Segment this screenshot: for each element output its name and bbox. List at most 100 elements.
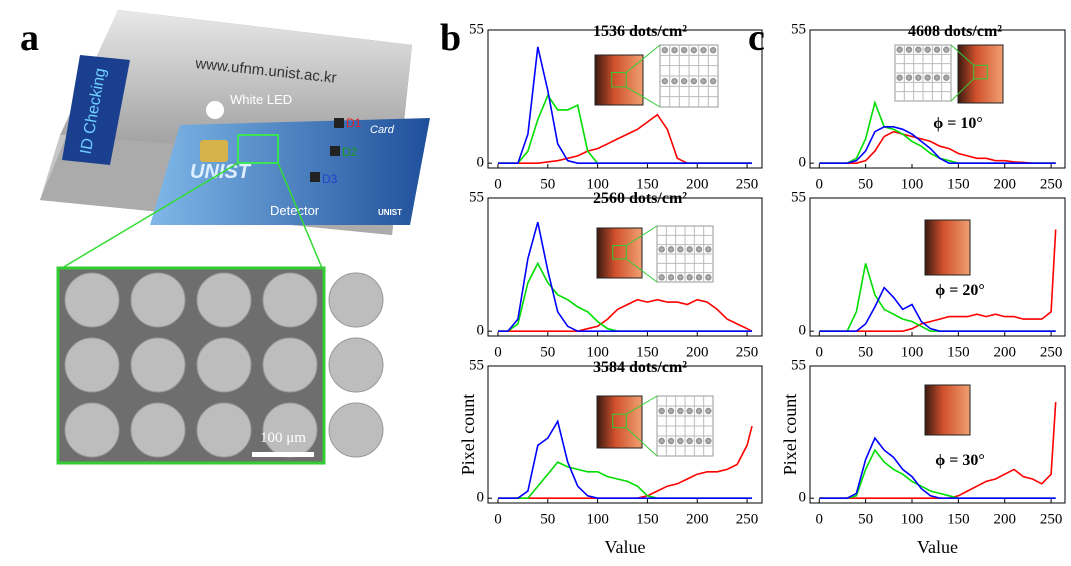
scale-bar-label: 100 μm bbox=[260, 430, 306, 446]
inset-zoom-line bbox=[625, 44, 661, 73]
inset-zoom-line bbox=[625, 427, 658, 457]
y-axis-label: Pixel count bbox=[458, 394, 478, 476]
sem-dot bbox=[64, 402, 120, 458]
inset-dot bbox=[700, 77, 707, 85]
x-tick-label: 50 bbox=[858, 176, 873, 192]
inset-zoom-line bbox=[625, 395, 658, 415]
inset-dot bbox=[686, 437, 693, 445]
x-tick-label: 0 bbox=[816, 176, 824, 192]
annotation: 2560 dots/cm² bbox=[593, 190, 687, 207]
x-tick-label: 250 bbox=[736, 511, 759, 527]
x-tick-label: 150 bbox=[947, 176, 970, 192]
inset-dot bbox=[677, 407, 684, 415]
annotation: 4608 dots/cm² bbox=[908, 23, 1002, 40]
inset-dot bbox=[705, 274, 712, 281]
y-tick-label: 0 bbox=[799, 155, 807, 171]
inset-dot bbox=[700, 46, 707, 54]
plot-frame bbox=[487, 29, 763, 169]
plot-frame bbox=[809, 197, 1066, 337]
y-tick-label: 55 bbox=[791, 189, 806, 205]
led bbox=[206, 101, 224, 119]
inset-dot bbox=[667, 437, 675, 445]
y-tick-label: 0 bbox=[477, 155, 485, 171]
detector-d2 bbox=[330, 146, 340, 156]
annotation: ϕ = 20° bbox=[935, 282, 985, 299]
inset-dot bbox=[905, 74, 913, 81]
histogram-line bbox=[819, 130, 1056, 164]
card-logo: UNIST bbox=[190, 161, 252, 183]
plot-frame bbox=[487, 365, 763, 504]
x-tick-label: 200 bbox=[686, 511, 709, 527]
y-tick-label: 0 bbox=[799, 490, 807, 506]
sem-dot bbox=[64, 272, 120, 328]
y-tick-label: 0 bbox=[477, 323, 485, 339]
inset-dot bbox=[943, 46, 950, 53]
inset-dot bbox=[686, 246, 693, 253]
x-tick-label: 0 bbox=[494, 176, 502, 192]
inset-dot bbox=[658, 437, 665, 445]
x-tick-label: 50 bbox=[858, 344, 873, 360]
x-tick-label: 250 bbox=[1040, 344, 1063, 360]
inset-dot bbox=[915, 46, 922, 53]
inset-dot bbox=[896, 46, 903, 53]
histogram-line bbox=[498, 461, 752, 499]
x-tick-label: 0 bbox=[816, 511, 824, 527]
x-tick-label: 150 bbox=[947, 511, 970, 527]
inset-dot bbox=[667, 407, 675, 415]
inset-dot bbox=[924, 46, 931, 53]
inset-dot bbox=[709, 46, 717, 54]
sem-dot bbox=[196, 337, 252, 393]
inset-dot bbox=[667, 274, 675, 281]
inset-dot bbox=[658, 407, 665, 415]
inset-dot bbox=[695, 246, 703, 253]
sensing-area bbox=[237, 134, 279, 164]
inset-photo bbox=[596, 227, 643, 279]
x-tick-label: 250 bbox=[1040, 176, 1063, 192]
inset-photo bbox=[924, 219, 971, 276]
inset-dot bbox=[705, 246, 712, 253]
x-tick-label: 0 bbox=[494, 511, 502, 527]
histogram-line bbox=[819, 126, 1056, 164]
inset-dot bbox=[671, 46, 678, 54]
sem-dot bbox=[262, 337, 318, 393]
x-tick-label: 200 bbox=[993, 511, 1016, 527]
histogram-line bbox=[819, 286, 1056, 332]
inset-dot bbox=[680, 46, 688, 54]
scale-bar bbox=[252, 452, 314, 457]
d1-label: D1 bbox=[346, 116, 362, 130]
panel-label: b bbox=[440, 17, 461, 59]
x-tick-label: 150 bbox=[636, 176, 659, 192]
inset-dot bbox=[661, 46, 669, 54]
x-tick-label: 100 bbox=[586, 176, 609, 192]
plot-frame bbox=[809, 365, 1066, 504]
inset-zoom-line bbox=[950, 44, 975, 66]
histogram-line bbox=[498, 113, 752, 164]
inset-dot bbox=[690, 77, 698, 85]
d3-label: D3 bbox=[322, 172, 338, 186]
d2-label: D2 bbox=[342, 145, 358, 159]
inset-zoom-line bbox=[625, 86, 661, 108]
inset-dot bbox=[677, 274, 684, 281]
inset-dot bbox=[709, 77, 717, 85]
annotation: ϕ = 10° bbox=[933, 115, 983, 132]
inset-dot bbox=[905, 46, 913, 53]
x-tick-label: 200 bbox=[993, 344, 1016, 360]
x-tick-label: 50 bbox=[858, 511, 873, 527]
histogram-line bbox=[498, 298, 753, 332]
inset-dot bbox=[667, 246, 675, 253]
x-tick-label: 200 bbox=[686, 176, 709, 192]
panel-label: c bbox=[748, 17, 765, 59]
x-tick-label: 0 bbox=[494, 344, 502, 360]
inset-dot bbox=[695, 407, 703, 415]
inset-photo bbox=[957, 44, 1004, 104]
y-tick-label: 0 bbox=[477, 490, 485, 506]
inset-zoom-line bbox=[625, 258, 658, 283]
inset-dot bbox=[933, 46, 941, 53]
x-tick-label: 200 bbox=[686, 344, 709, 360]
inset-dot bbox=[896, 74, 903, 81]
chip bbox=[200, 140, 228, 162]
histogram-line bbox=[819, 99, 1056, 164]
led-label: White LED bbox=[230, 92, 292, 107]
